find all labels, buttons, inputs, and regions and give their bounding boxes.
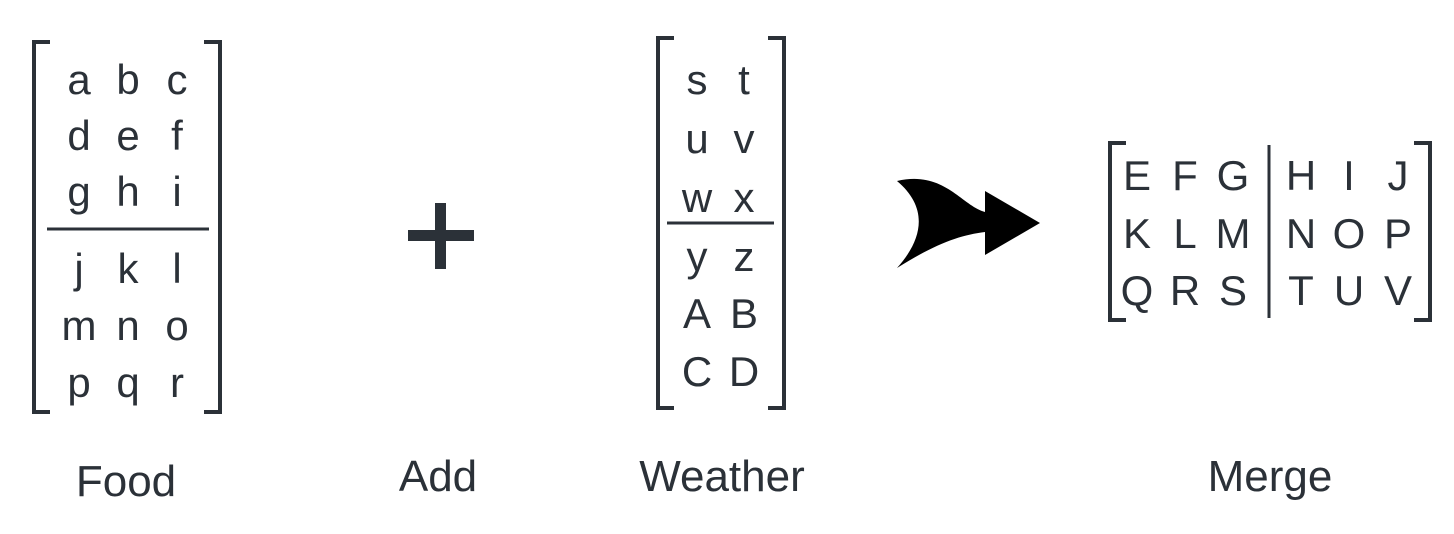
merge-left-cell: K — [1123, 210, 1151, 257]
merge-left-cell: M — [1216, 210, 1251, 257]
merge-cells: E F G K L M Q R S H I J N O P T U V — [1121, 152, 1412, 314]
merge-matrix: E F G K L M Q R S H I J N O P T U V — [1108, 141, 1432, 322]
add-label: Add — [398, 452, 478, 501]
weather-matrix: s tu vw xy zA BC D — [656, 36, 786, 410]
food-bottom-cell: j — [72, 245, 83, 292]
food-top-cell: e — [116, 112, 139, 159]
food-label: Food — [75, 457, 177, 506]
merge-left-cell: S — [1219, 267, 1247, 314]
food-cells: a b c d e f g h i j k l m n o p q r — [62, 56, 189, 406]
merge-right-cell: O — [1333, 210, 1366, 257]
weather-top-cell: x — [734, 174, 755, 221]
food-top-cell: g — [67, 168, 90, 215]
food-bottom-cell: m — [62, 302, 97, 349]
add-plus-icon — [408, 203, 474, 269]
food-bottom-cell: l — [172, 245, 181, 292]
weather-bottom-cell: B — [730, 290, 758, 337]
merge-right-cell: U — [1334, 267, 1364, 314]
food-bottom-cell: o — [165, 302, 188, 349]
merge-left-cell: L — [1173, 210, 1196, 257]
merge-left-cell: Q — [1121, 267, 1154, 314]
food-bottom-cell: n — [116, 302, 139, 349]
merge-right-cell: H — [1286, 152, 1316, 199]
food-top-cell: i — [172, 168, 181, 215]
merge-right-cell: T — [1288, 267, 1314, 314]
weather-bottom-cell: z — [734, 233, 755, 280]
weather-left-bracket — [656, 36, 674, 410]
merge-left-bracket — [1108, 141, 1126, 322]
food-right-bracket — [204, 40, 222, 414]
merge-right-cell: N — [1286, 210, 1316, 257]
weather-bottom-cell: A — [683, 290, 711, 337]
food-top-cell: a — [67, 56, 91, 103]
weather-top-cell: w — [681, 174, 713, 221]
food-left-bracket — [32, 40, 50, 414]
weather-bottom-cell: D — [729, 348, 759, 395]
weather-label: Weather — [639, 452, 805, 501]
weather-top-cell: u — [685, 115, 708, 162]
weather-cells: s tu vw xy zA BC D — [681, 56, 759, 395]
food-bottom-cell: k — [118, 245, 140, 292]
merge-left-cell: G — [1217, 152, 1250, 199]
food-matrix: a b c d e f g h i j k l m n o p q r — [32, 40, 222, 414]
weather-top-cell: t — [738, 56, 750, 103]
merge-right-cell: J — [1388, 152, 1409, 199]
food-bottom-cell: q — [116, 359, 139, 406]
food-bottom-cell: p — [67, 359, 90, 406]
food-top-cell: b — [116, 56, 139, 103]
merge-label: Merge — [1207, 452, 1333, 501]
food-top-cell: d — [67, 112, 90, 159]
merge-right-cell: I — [1343, 152, 1355, 199]
food-bottom-cell: r — [170, 359, 184, 406]
food-top-cell: f — [171, 112, 183, 159]
weather-bottom-cell: y — [687, 233, 708, 280]
food-top-cell: h — [116, 168, 139, 215]
merge-left-cell: E — [1123, 152, 1151, 199]
merge-right-bracket — [1414, 141, 1432, 322]
weather-bottom-cell: C — [682, 348, 712, 395]
weather-right-bracket — [768, 36, 786, 410]
merge-left-cell: F — [1172, 152, 1198, 199]
weather-top-cell: s — [687, 56, 708, 103]
food-top-cell: c — [167, 56, 188, 103]
merge-left-cell: R — [1170, 267, 1200, 314]
merge-arrow-icon — [897, 178, 1040, 268]
weather-top-cell: v — [734, 115, 755, 162]
merge-right-cell: V — [1384, 267, 1412, 314]
merge-right-cell: P — [1384, 210, 1412, 257]
